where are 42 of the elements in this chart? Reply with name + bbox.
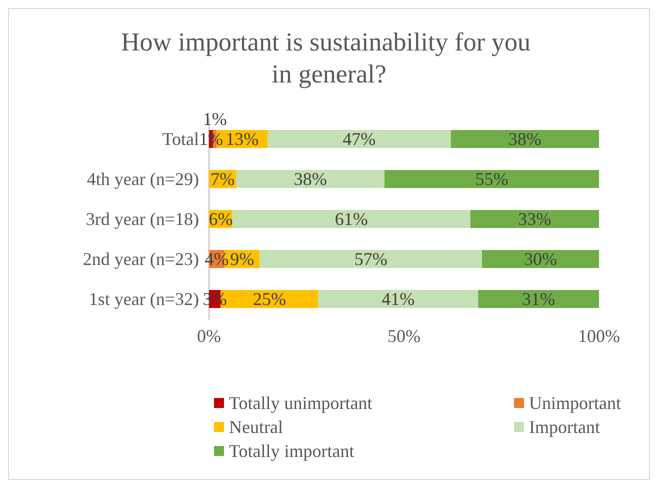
data-label: 9% <box>230 249 254 269</box>
data-label: 55% <box>475 169 508 189</box>
legend-label: Important <box>529 417 600 437</box>
legend-label: Unimportant <box>529 393 621 413</box>
data-label: 31% <box>522 289 556 309</box>
data-label: 7% <box>210 169 235 189</box>
data-label: 1% <box>202 109 227 129</box>
bar <box>482 250 599 268</box>
legend-label: Totally important <box>229 441 354 461</box>
legend-label: Neutral <box>229 417 283 437</box>
y-tick-label: Total <box>162 129 199 149</box>
data-label: 61% <box>334 209 368 229</box>
y-tick-label: 1st year (n=32) <box>88 289 199 309</box>
data-label: 57% <box>354 249 388 269</box>
bar <box>470 210 599 228</box>
data-label: 30% <box>524 249 557 269</box>
data-label: 3% <box>202 289 227 309</box>
y-tick-label: 2nd year (n=23) <box>82 249 199 269</box>
data-label: 38% <box>294 169 327 189</box>
x-tick-label: 50% <box>388 326 420 346</box>
data-label: 13% <box>226 129 259 149</box>
data-label: 38% <box>508 129 542 149</box>
y-tick-label: 3rd year (n=18) <box>86 209 200 229</box>
x-tick-label: 100% <box>578 326 620 346</box>
data-label: 25% <box>252 289 286 309</box>
bar <box>260 250 482 268</box>
data-label: 41% <box>382 289 415 309</box>
y-tick-label: 4th year (n=29) <box>86 169 199 189</box>
legend-label: Totally unimportant <box>229 393 372 413</box>
data-label: 1% <box>198 129 223 149</box>
bar <box>318 290 478 308</box>
bar <box>236 170 384 188</box>
data-label: 47% <box>342 129 376 149</box>
bar <box>478 290 599 308</box>
bar <box>384 170 599 188</box>
bar <box>232 210 470 228</box>
chart-title: How important is sustainability for you in general? <box>121 28 537 88</box>
x-tick-label: 0% <box>197 326 221 346</box>
bar <box>450 130 599 148</box>
data-label: 33% <box>518 209 552 229</box>
bar <box>268 130 451 148</box>
data-label: 6% <box>208 209 233 229</box>
